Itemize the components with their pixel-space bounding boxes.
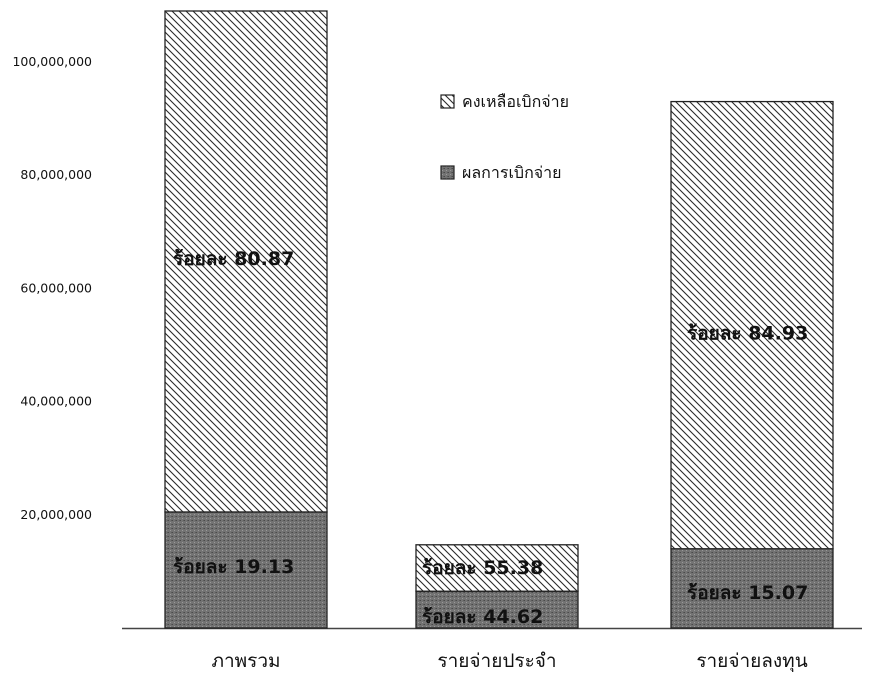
bar-remaining [670, 100, 834, 550]
x-tick-label: ภาพรวม [211, 650, 280, 672]
legend-item-remaining: คงเหลือเบิกจ่าย [440, 92, 569, 111]
bar-remaining [415, 544, 579, 592]
legend-item-disbursed: ผลการเบิกจ่าย [440, 163, 562, 182]
bar-disbursed [164, 511, 328, 629]
legend-swatch-remaining [440, 94, 455, 109]
data-label-disbursed: ร้อยละ 44.62 [422, 606, 543, 628]
y-tick-label: 100,000,000 [12, 54, 92, 69]
y-axis: 20,000,000 40,000,000 60,000,000 80,000,000… [12, 54, 92, 522]
bars: ร้อยละ 19.13 ร้อยละ 80.87 ร้อยละ 44.62 ร้อย… [164, 10, 834, 629]
legend-swatch-disbursed [440, 165, 455, 180]
bar-disbursed [415, 590, 579, 629]
data-label-disbursed: ร้อยละ 19.13 [173, 556, 294, 578]
data-label-remaining: ร้อยละ 80.87 [173, 248, 294, 270]
x-tick-label: รายจ่ายลงทุน [696, 650, 807, 673]
y-tick-label: 20,000,000 [20, 507, 92, 522]
y-tick-label: 40,000,000 [20, 394, 92, 409]
legend-label-remaining: คงเหลือเบิกจ่าย [462, 92, 569, 111]
legend-label-disbursed: ผลการเบิกจ่าย [462, 163, 562, 182]
x-axis: ภาพรวม รายจ่ายประจำ รายจ่ายลงทุน [211, 650, 807, 673]
x-tick-label: รายจ่ายประจำ [437, 650, 556, 672]
y-tick-label: 80,000,000 [20, 167, 92, 182]
data-label-disbursed: ร้อยละ 15.07 [687, 582, 808, 604]
data-label-remaining: ร้อยละ 84.93 [687, 323, 808, 345]
y-tick-label: 60,000,000 [20, 280, 92, 295]
data-label-remaining: ร้อยละ 55.38 [422, 557, 543, 579]
bar-remaining [164, 10, 328, 513]
legend: คงเหลือเบิกจ่าย ผลการเบิกจ่าย [440, 92, 569, 182]
